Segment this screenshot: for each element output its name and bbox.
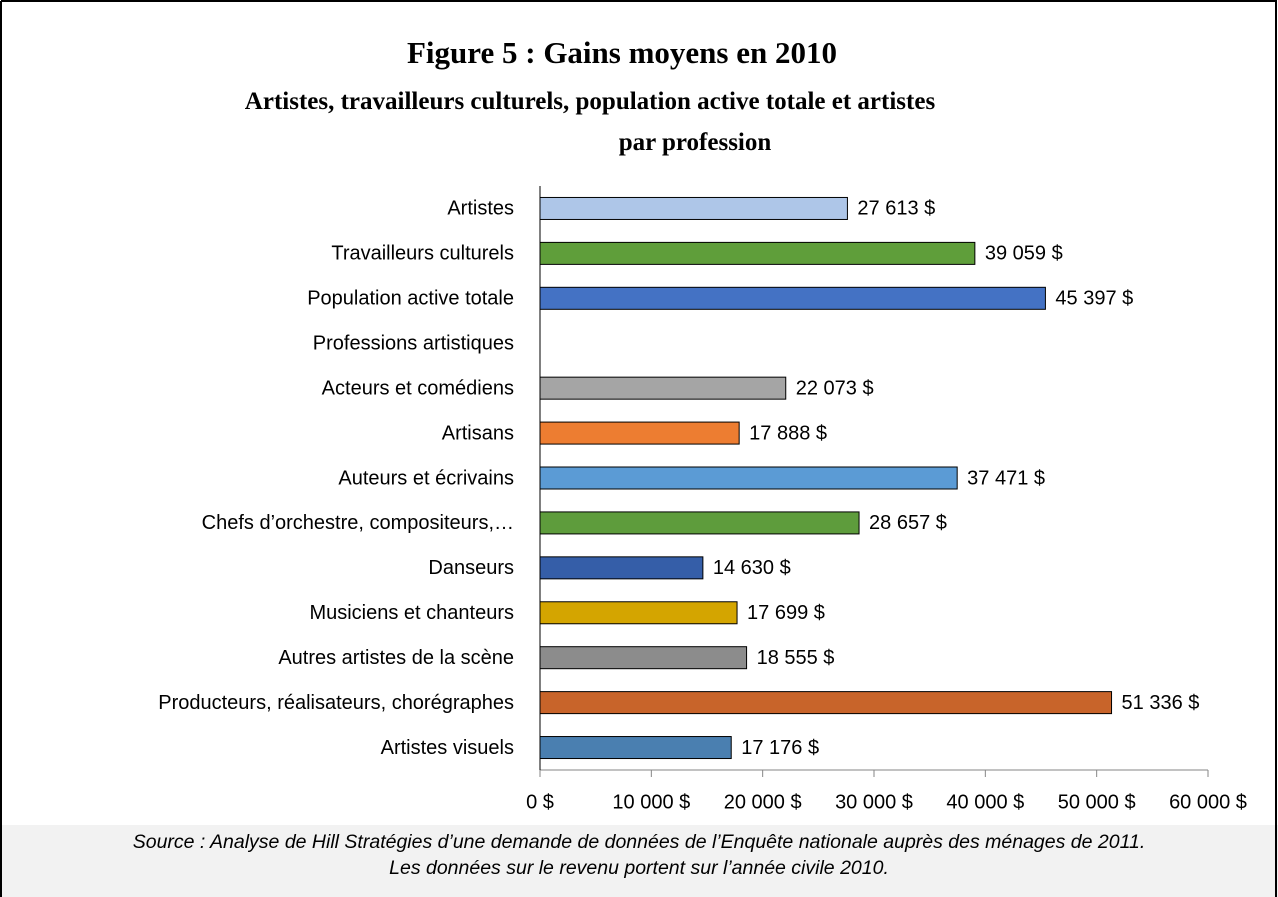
category-label: Danseurs <box>428 557 514 579</box>
bar <box>539 376 787 400</box>
value-label: 17 176 $ <box>741 737 819 759</box>
source-box <box>0 825 1278 897</box>
category-label: Professions artistiques <box>313 333 514 355</box>
category-label: Auteurs et écrivains <box>338 467 514 489</box>
category-label: Artistes visuels <box>381 737 514 759</box>
value-label: 17 699 $ <box>747 602 825 624</box>
category-label: Travailleurs culturels <box>331 243 514 265</box>
category-label: Acteurs et comédiens <box>322 377 514 399</box>
source-note: Les données sur le revenu portent sur l’… <box>389 857 889 879</box>
category-label: Musiciens et chanteurs <box>309 602 514 624</box>
bar <box>539 196 848 220</box>
value-label: 28 657 $ <box>869 512 947 534</box>
category-label: Population active totale <box>307 288 514 310</box>
category-label: Autres artistes de la scène <box>278 647 514 669</box>
bar <box>539 421 740 445</box>
category-label: Chefs d’orchestre, compositeurs,… <box>202 512 514 534</box>
value-label: 45 397 $ <box>1055 288 1133 310</box>
value-label: 39 059 $ <box>985 243 1063 265</box>
value-label: 17 888 $ <box>749 422 827 444</box>
bar <box>539 511 860 535</box>
bar <box>539 736 732 760</box>
value-label: 18 555 $ <box>757 647 835 669</box>
bar <box>539 286 1046 310</box>
category-label: Producteurs, réalisateurs, chorégraphes <box>158 692 514 714</box>
chart-subtitle: par profession <box>619 129 772 156</box>
source-note: Source : Analyse de Hill Stratégies d’un… <box>133 831 1146 853</box>
bar <box>539 646 748 670</box>
value-label: 14 630 $ <box>713 557 791 579</box>
bar <box>539 466 958 490</box>
chart-subtitle: Artistes, travailleurs culturels, popula… <box>245 88 936 115</box>
x-tick-label: 50 000 $ <box>1058 791 1136 813</box>
x-tick-label: 40 000 $ <box>946 791 1024 813</box>
bar <box>539 556 704 580</box>
value-label: 37 471 $ <box>967 467 1045 489</box>
bar <box>539 691 1113 715</box>
x-tick-label: 10 000 $ <box>612 791 690 813</box>
category-label: Artistes <box>447 198 514 220</box>
value-label: 51 336 $ <box>1122 692 1200 714</box>
category-label: Artisans <box>442 422 514 444</box>
bar <box>539 241 976 265</box>
x-tick-label: 60 000 $ <box>1169 791 1247 813</box>
value-label: 22 073 $ <box>796 377 874 399</box>
x-tick-label: 0 $ <box>526 791 554 813</box>
chart-title: Figure 5 : Gains moyens en 2010 <box>407 35 837 70</box>
value-label: 27 613 $ <box>857 198 935 220</box>
x-tick-label: 30 000 $ <box>835 791 913 813</box>
x-tick-label: 20 000 $ <box>724 791 802 813</box>
bar <box>539 601 738 625</box>
